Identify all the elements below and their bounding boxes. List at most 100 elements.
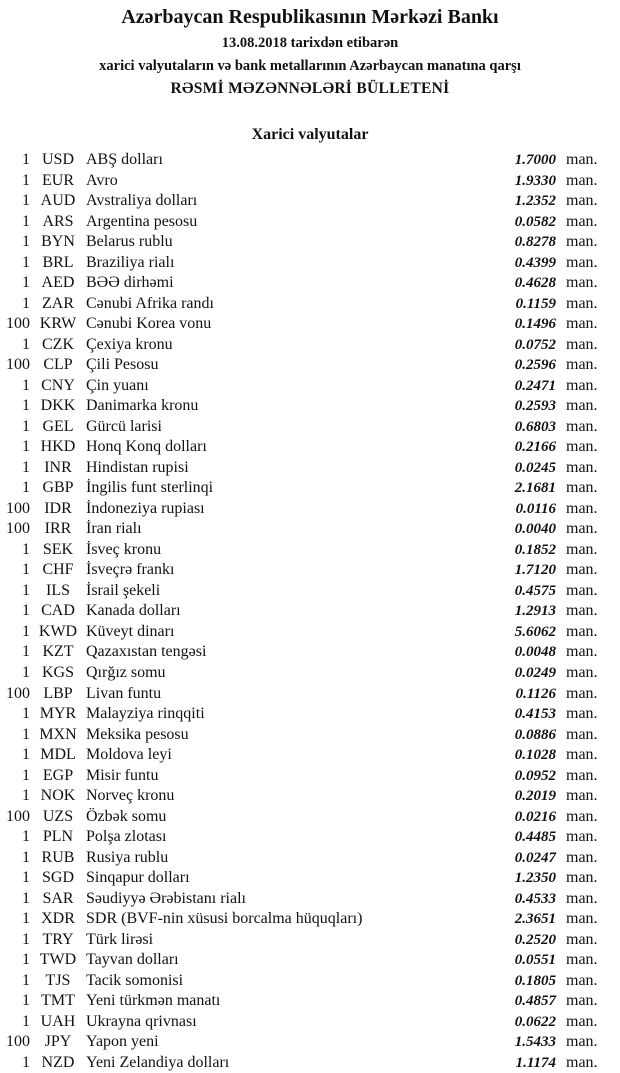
exchange-rate: 0.1496 xyxy=(514,316,556,333)
unit-label: man. xyxy=(566,458,598,476)
unit-label: man. xyxy=(566,171,598,189)
currency-name: Çili Pesosu xyxy=(86,356,159,374)
exchange-rate: 0.2166 xyxy=(514,439,556,456)
unit-label: man. xyxy=(566,664,598,681)
currency-name: Kanada dolları xyxy=(86,602,181,620)
table-row: 1 SGD Sinqapur dolları 1.2350 man. xyxy=(0,868,620,888)
currency-code: CNY xyxy=(41,376,75,394)
nominal: 1 xyxy=(22,787,30,805)
currency-name: İsveçrə frankı xyxy=(86,561,175,579)
currency-code: GEL xyxy=(42,417,74,435)
exchange-rate: 0.0582 xyxy=(514,213,556,230)
unit-label: man. xyxy=(566,725,598,743)
unit-label: man. xyxy=(566,294,598,312)
nominal: 1 xyxy=(22,192,30,210)
table-row: 1 NZD Yeni Zelandiya dolları 1.1174 man. xyxy=(0,1053,620,1073)
exchange-rate: 0.0551 xyxy=(514,952,556,969)
unit-label: man. xyxy=(566,766,598,784)
currency-code: TRY xyxy=(42,930,74,948)
currency-code: CAD xyxy=(41,602,75,620)
unit-label: man. xyxy=(566,561,598,579)
exchange-rate: 0.0040 xyxy=(514,521,556,538)
nominal: 1 xyxy=(22,561,30,579)
table-row: 1 HKD Honq Konq dolları 0.2166 man. xyxy=(0,437,620,457)
currency-code: MYR xyxy=(39,705,77,723)
currency-code: DKK xyxy=(40,397,76,415)
currency-name: Qırğız somu xyxy=(86,664,166,681)
currency-code: SGD xyxy=(41,869,74,887)
currency-name: Meksika pesosu xyxy=(86,725,189,743)
currency-code: PLN xyxy=(42,828,74,846)
unit-label: man. xyxy=(566,1012,598,1030)
currency-name: Gürcü larisi xyxy=(86,417,162,435)
currency-code: TMT xyxy=(41,992,75,1010)
unit-label: man. xyxy=(566,787,598,805)
unit-label: man. xyxy=(566,397,598,415)
unit-label: man. xyxy=(566,499,598,517)
currency-name: İngilis funt sterlinqi xyxy=(86,479,214,497)
currency-name: BƏƏ dirhəmi xyxy=(86,274,174,292)
table-row: 1 DKK Danimarka kronu 0.2593 man. xyxy=(0,396,620,416)
nominal: 1 xyxy=(22,951,30,969)
currency-name: Hindistan rupisi xyxy=(86,458,189,476)
currency-code: NZD xyxy=(41,1053,75,1071)
currency-name: Cənubi Afrika randı xyxy=(86,294,214,312)
exchange-rate: 5.6062 xyxy=(514,623,556,640)
currency-name: İndoneziya rupiası xyxy=(86,499,205,517)
currency-name: Livan funtu xyxy=(86,684,162,702)
currency-name: Malayziya rinqqiti xyxy=(86,705,205,723)
unit-label: man. xyxy=(566,581,598,599)
unit-label: man. xyxy=(566,233,598,251)
table-row: 1 KWD Küveyt dinarı 5.6062 man. xyxy=(0,622,620,642)
nominal: 1 xyxy=(22,294,30,312)
nominal: 100 xyxy=(6,684,30,702)
nominal: 1 xyxy=(22,274,30,292)
exchange-rate: 0.1126 xyxy=(515,685,556,702)
currency-code: AED xyxy=(41,274,75,292)
subtitle: xarici valyutaların və bank metallarının… xyxy=(99,58,521,74)
currency-code: KGS xyxy=(41,664,74,681)
nominal: 1 xyxy=(22,992,30,1010)
table-row: 1 TMT Yeni türkmən manatı 0.4857 man. xyxy=(0,991,620,1011)
exchange-rate: 1.7120 xyxy=(514,562,556,579)
exchange-rate: 0.2593 xyxy=(514,398,556,415)
unit-label: man. xyxy=(566,951,598,969)
currency-name: Avro xyxy=(86,171,118,189)
table-row: 100 IDR İndoneziya rupiası 0.0116 man. xyxy=(0,499,620,519)
currency-code: ARS xyxy=(42,212,74,230)
table-row: 1 KZT Qazaxıstan tengəsi 0.0048 man. xyxy=(0,642,620,662)
exchange-rate: 0.0752 xyxy=(514,336,556,353)
exchange-rate: 0.0622 xyxy=(514,1013,556,1030)
currency-code: LBP xyxy=(43,684,73,702)
currency-code: USD xyxy=(41,151,74,168)
currency-code: ILS xyxy=(46,581,70,599)
exchange-rate: 0.0116 xyxy=(515,500,556,517)
unit-label: man. xyxy=(566,643,598,661)
currency-name: Çexiya kronu xyxy=(86,335,173,353)
unit-label: man. xyxy=(566,192,598,210)
currency-name: Ukrayna qrivnası xyxy=(86,1012,197,1030)
currency-name: Norveç kronu xyxy=(86,787,175,805)
nominal: 1 xyxy=(22,479,30,497)
exchange-rate: 0.4857 xyxy=(514,993,556,1010)
currency-code: CZK xyxy=(42,335,74,353)
unit-label: man. xyxy=(566,1053,598,1071)
exchange-rate: 0.4575 xyxy=(514,582,556,599)
currency-name: Cənubi Korea vonu xyxy=(86,315,212,333)
exchange-rate: 0.2019 xyxy=(514,788,556,805)
currency-name: İran rialı xyxy=(86,520,142,538)
currency-name: Rusiya rublu xyxy=(86,848,169,866)
table-row: 1 EGP Misir funtu 0.0952 man. xyxy=(0,766,620,786)
table-row: 1 AUD Avstraliya dolları 1.2352 man. xyxy=(0,191,620,211)
unit-label: man. xyxy=(566,1033,598,1051)
unit-label: man. xyxy=(566,212,598,230)
exchange-rate: 0.2471 xyxy=(514,377,556,394)
currency-code: BYN xyxy=(41,233,75,251)
nominal: 1 xyxy=(22,971,30,989)
nominal: 1 xyxy=(22,376,30,394)
exchange-rate: 0.0952 xyxy=(514,767,556,784)
nominal: 100 xyxy=(6,315,30,333)
currency-code: NOK xyxy=(40,787,76,805)
nominal: 1 xyxy=(22,643,30,661)
exchange-rate: 1.2352 xyxy=(514,193,556,210)
